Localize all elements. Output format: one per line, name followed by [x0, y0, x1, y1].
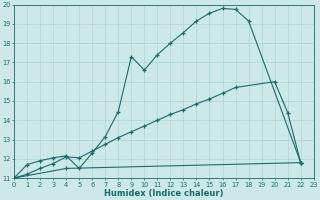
X-axis label: Humidex (Indice chaleur): Humidex (Indice chaleur)	[104, 189, 224, 198]
